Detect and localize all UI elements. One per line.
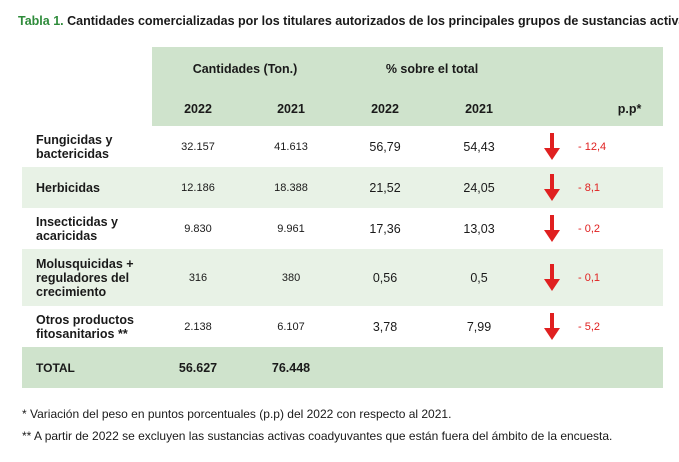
- header-pp: p.p*: [526, 91, 664, 126]
- table-number: Tabla 1.: [18, 14, 64, 28]
- row-label: Otros productos fitosanitarios **: [36, 312, 134, 341]
- qty-2022: 9.830: [184, 222, 212, 235]
- header-blank-cell: [22, 47, 152, 91]
- total-row: TOTAL 56.627 76.448: [22, 347, 664, 388]
- table-row: Otros productos fitosanitarios ** 2.138 …: [22, 306, 663, 347]
- total-empty: [432, 347, 527, 388]
- arrow-down-icon: [544, 263, 561, 291]
- total-empty: [526, 347, 664, 388]
- arrow-down-icon: [544, 173, 561, 201]
- pp-value: - 0,1: [578, 271, 601, 284]
- pct-2022: 0,56: [338, 249, 433, 306]
- pp-cell: - 8,1: [526, 167, 664, 208]
- header-year-2022-qty: 2022: [152, 91, 244, 126]
- header-year-2021-qty: 2021: [244, 91, 339, 126]
- qty-2022: 12.186: [152, 167, 244, 208]
- pct-2021: 0,5: [432, 249, 527, 306]
- pp-cell: - 5,2: [526, 306, 663, 347]
- total-label: TOTAL: [22, 347, 152, 388]
- pp-value: - 8,1: [578, 181, 601, 194]
- total-empty: [338, 347, 433, 388]
- header-row-years: 2022 2021 2022 2021 p.p*: [22, 91, 664, 126]
- qty-2022: 316: [152, 249, 244, 306]
- qty-2022: 32.157: [181, 140, 215, 153]
- pp-cell: - 0,2: [526, 208, 663, 249]
- pp-cell: - 12,4: [526, 126, 663, 167]
- header-blank-cell: [22, 91, 152, 126]
- pp-cell: - 0,1: [526, 249, 664, 306]
- pp-value: - 5,2: [578, 320, 601, 333]
- footnote-exclusion: ** A partir de 2022 se excluyen las sust…: [22, 429, 613, 443]
- table-row: Herbicidas 12.186 18.388 21,52 24,05 - 8…: [22, 167, 664, 208]
- table-row: Molusquicidas + reguladores del crecimie…: [22, 249, 664, 306]
- pct-2022: 56,79: [369, 139, 401, 154]
- footnote-pp: * Variación del peso en puntos porcentua…: [22, 407, 452, 421]
- arrow-down-icon: [544, 132, 561, 160]
- arrow-down-icon: [544, 312, 561, 340]
- table-row: Insecticidas y acaricidas 9.830 9.961 17…: [22, 208, 663, 249]
- pct-2021: 54,43: [463, 139, 495, 154]
- total-qty-2022: 56.627: [152, 347, 244, 388]
- row-label: Herbicidas: [22, 167, 152, 208]
- header-year-2021-pct: 2021: [432, 91, 527, 126]
- row-label: Molusquicidas + reguladores del crecimie…: [22, 249, 152, 306]
- table-caption: Cantidades comercializadas por los titul…: [67, 14, 679, 28]
- header-cantidades: Cantidades (Ton.): [152, 47, 339, 91]
- pp-value: - 12,4: [578, 140, 607, 153]
- qty-2021: 41.613: [274, 140, 308, 153]
- qty-2021: 9.961: [277, 222, 305, 235]
- header-pp-spacer: [526, 47, 664, 91]
- data-table: Cantidades (Ton.) % sobre el total 2022 …: [22, 47, 664, 388]
- pp-value: - 0,2: [578, 222, 601, 235]
- pct-2021: 24,05: [432, 167, 527, 208]
- total-qty-2021: 76.448: [244, 347, 339, 388]
- header-pp-label: p.p*: [617, 101, 642, 116]
- row-label: Fungicidas y bactericidas: [36, 132, 113, 161]
- table-title: Tabla 1. Cantidades comercializadas por …: [18, 14, 679, 28]
- table-row: Fungicidas y bactericidas 32.157 41.613 …: [22, 126, 663, 167]
- header-porcentaje: % sobre el total: [338, 47, 527, 91]
- qty-2021: 6.107: [277, 320, 305, 333]
- qty-2021: 380: [244, 249, 339, 306]
- pct-2021: 13,03: [463, 221, 495, 236]
- pct-2022: 3,78: [372, 319, 398, 334]
- header-year-2022-pct: 2022: [338, 91, 433, 126]
- arrow-down-icon: [544, 214, 561, 242]
- pct-2021: 7,99: [466, 319, 492, 334]
- header-row-groups: Cantidades (Ton.) % sobre el total: [22, 47, 664, 91]
- qty-2022: 2.138: [184, 320, 212, 333]
- row-label: Insecticidas y acaricidas: [36, 214, 118, 243]
- qty-2021: 18.388: [244, 167, 339, 208]
- pct-2022: 17,36: [369, 221, 401, 236]
- pct-2022: 21,52: [338, 167, 433, 208]
